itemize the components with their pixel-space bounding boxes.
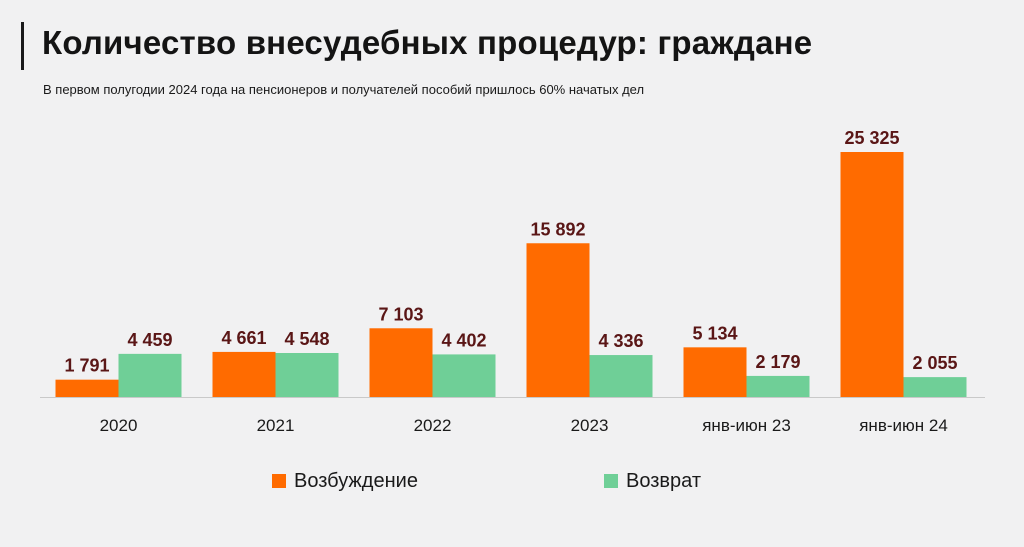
data-label-return-4: 2 179 xyxy=(755,352,800,372)
bar-return-2 xyxy=(432,354,496,397)
category-label-0: 2020 xyxy=(100,416,138,435)
bar-initiation-4 xyxy=(683,347,747,397)
bar-return-1 xyxy=(275,353,339,397)
data-label-return-5: 2 055 xyxy=(912,353,957,373)
data-label-return-1: 4 548 xyxy=(284,329,329,349)
data-label-return-2: 4 402 xyxy=(441,330,486,350)
data-label-initiation-2: 7 103 xyxy=(378,304,423,324)
bar-return-5 xyxy=(903,377,967,397)
category-label-1: 2021 xyxy=(257,416,295,435)
page-subtitle: В первом полугодии 2024 года на пенсионе… xyxy=(43,82,645,97)
bar-initiation-2 xyxy=(369,328,433,397)
legend-swatch-return xyxy=(604,474,618,488)
legend-swatch-initiation xyxy=(272,474,286,488)
bar-initiation-3 xyxy=(526,243,590,397)
bar-return-0 xyxy=(118,353,182,397)
title-accent-bar xyxy=(21,22,24,70)
category-label-3: 2023 xyxy=(571,416,609,435)
data-label-initiation-0: 1 791 xyxy=(64,356,109,376)
data-label-return-3: 4 336 xyxy=(598,331,643,351)
data-label-initiation-5: 25 325 xyxy=(844,128,899,148)
bar-return-4 xyxy=(746,375,810,397)
category-label-5: янв-июн 24 xyxy=(859,416,948,435)
bar-initiation-1 xyxy=(212,351,276,397)
data-label-initiation-4: 5 134 xyxy=(692,323,737,343)
data-label-return-0: 4 459 xyxy=(127,330,172,350)
bar-return-3 xyxy=(589,355,653,397)
category-label-4: янв-июн 23 xyxy=(702,416,791,435)
category-label-2: 2022 xyxy=(414,416,452,435)
bar-initiation-5 xyxy=(840,152,904,397)
legend-label-return: Возврат xyxy=(626,470,701,492)
bar-initiation-0 xyxy=(55,379,119,397)
page-title: Количество внесудебных процедур: граждан… xyxy=(42,24,813,61)
data-label-initiation-3: 15 892 xyxy=(530,219,585,239)
legend-label-initiation: Возбуждение xyxy=(294,470,418,492)
data-label-initiation-1: 4 661 xyxy=(221,328,266,348)
